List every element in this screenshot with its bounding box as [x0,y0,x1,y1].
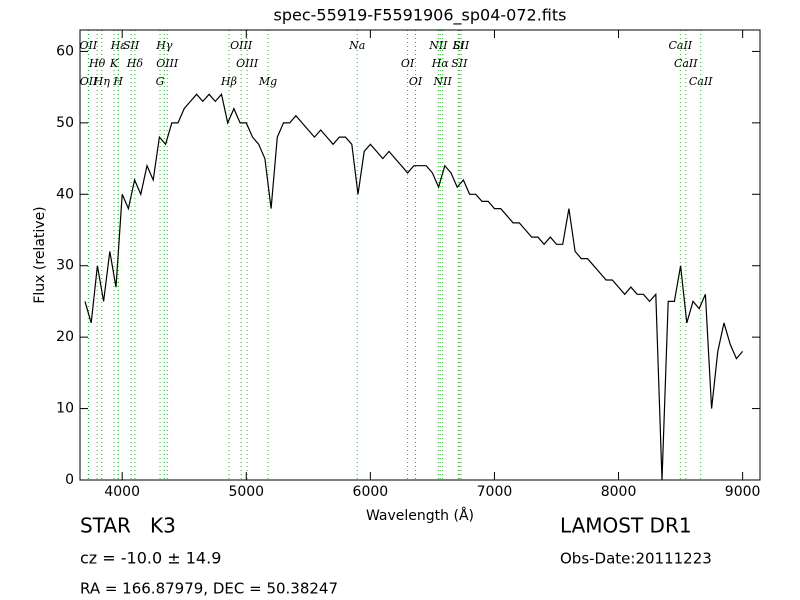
spectral-line-label: OIII [236,57,259,70]
x-tick-label: 4000 [104,484,140,500]
spectral-line-label: SII [451,57,468,70]
x-axis-label: Wavelength (Å) [366,507,474,524]
spectral-line-label: Na [348,39,365,52]
y-tick-label: 0 [65,472,74,488]
x-tick-label: 5000 [228,484,264,500]
spectral-line-label: Hα [431,57,450,70]
x-tick-label: 6000 [353,484,389,500]
spectral-line-label: OIII [230,39,253,52]
object-type: STAR K3 [80,514,176,538]
spectral-line-label: Li [452,39,464,52]
spectral-line-label: Hγ [155,39,173,52]
spectral-line-label: OII [80,75,98,88]
redshift: cz = -10.0 ± 14.9 [80,549,221,568]
chart-title: spec-55919-F5591906_sp04-072.fits [274,6,567,26]
spectral-line-label: G [156,75,165,88]
spectral-line-label: H [112,75,123,88]
y-tick-label: 40 [56,186,74,202]
spectral-line-label: Hη [93,75,111,88]
obs-date: Obs-Date:20111223 [560,550,712,568]
spectral-line-label: OI [401,57,415,70]
spectral-line-label: CaII [668,39,692,52]
spectral-line-label: CaII [689,75,713,88]
y-axis-label: Flux (relative) [32,206,48,303]
y-tick-label: 60 [56,43,74,59]
spectral-line-label: OII [79,39,97,52]
spectral-line-label: SII [453,39,470,52]
spectral-line-label: Hβ [220,75,237,88]
spectral-line-label: Hθ [88,57,106,70]
y-tick-label: 10 [56,401,74,417]
spectral-line-label: CaII [674,57,698,70]
spectral-line-label: SII [123,39,140,52]
survey: LAMOST DR1 [560,514,692,538]
spectral-line-label: Hδ [126,57,144,70]
coordinates: RA = 166.87979, DEC = 50.38247 [80,580,338,598]
y-tick-label: 20 [56,329,74,345]
spectral-line-label: K [109,57,119,70]
x-tick-label: 9000 [725,484,761,500]
spectral-line-label: NII [428,39,448,52]
spectral-line-label: OI [409,75,423,88]
spectrum-line [84,93,744,481]
x-tick-label: 7000 [477,484,513,500]
y-tick-label: 50 [56,115,74,131]
y-tick-label: 30 [56,258,74,274]
spectral-line-label: Mg [258,75,277,88]
x-tick-label: 8000 [601,484,637,500]
spectral-line-label: OIII [156,57,179,70]
plot-frame [79,29,761,481]
spectral-line-label: NII [433,75,453,88]
